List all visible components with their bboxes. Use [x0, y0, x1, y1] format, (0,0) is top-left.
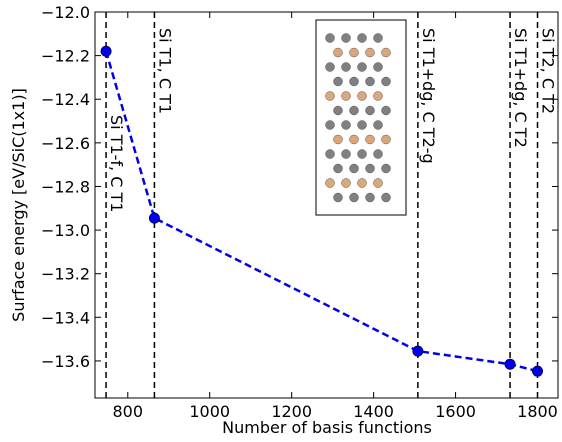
- y-tick-label: −12.0: [41, 3, 90, 22]
- x-tick-label: 1400: [353, 402, 394, 421]
- atom: [326, 92, 335, 101]
- atom: [334, 77, 343, 86]
- atom: [342, 92, 351, 101]
- x-tick-label: 1200: [271, 402, 312, 421]
- atom: [358, 63, 367, 72]
- annotation-label: Si T1+dg, C T2-g: [419, 28, 438, 164]
- atom: [374, 150, 383, 159]
- atom: [366, 193, 375, 202]
- atom: [366, 77, 375, 86]
- atom: [342, 150, 351, 159]
- y-tick-label: −12.4: [41, 90, 90, 109]
- atom: [342, 121, 351, 130]
- data-point: [149, 213, 159, 223]
- annotation-label: Si T1+dg, C T2: [511, 28, 530, 148]
- data-point: [533, 366, 543, 376]
- atom: [350, 135, 359, 144]
- annotation-label: Si T1, C T1: [155, 28, 174, 114]
- atom: [326, 179, 335, 188]
- atom: [374, 63, 383, 72]
- x-tick-label: 800: [113, 402, 144, 421]
- atom: [326, 63, 335, 72]
- atom: [350, 164, 359, 173]
- y-tick-label: −13.2: [41, 265, 90, 284]
- annotation-label: Si T2, C T2: [539, 28, 558, 114]
- x-tick-label: 1600: [435, 402, 476, 421]
- structure-inset: [316, 20, 406, 215]
- y-tick-label: −13.6: [41, 352, 90, 371]
- y-axis-label: Surface energy [eV/SiC(1x1)]: [9, 88, 28, 322]
- atom: [382, 135, 391, 144]
- atom: [374, 121, 383, 130]
- atom: [374, 92, 383, 101]
- atom: [358, 92, 367, 101]
- x-axis-label: Number of basis functions: [222, 418, 432, 437]
- atom: [342, 63, 351, 72]
- atom: [382, 193, 391, 202]
- atom: [326, 150, 335, 159]
- atom: [334, 135, 343, 144]
- data-point: [505, 359, 515, 369]
- x-tick-label: 1000: [189, 402, 230, 421]
- atom: [382, 164, 391, 173]
- atom: [358, 179, 367, 188]
- y-tick-label: −13.4: [41, 308, 90, 327]
- atom: [334, 106, 343, 115]
- atom: [358, 34, 367, 43]
- atom: [358, 150, 367, 159]
- atom: [326, 121, 335, 130]
- atom: [382, 48, 391, 57]
- data-point: [413, 346, 423, 356]
- atom: [326, 34, 335, 43]
- annotation-label: Si T1-f, C T1: [107, 115, 126, 212]
- x-tick-label: 1800: [517, 402, 558, 421]
- atom: [374, 179, 383, 188]
- atom: [350, 48, 359, 57]
- atom: [350, 77, 359, 86]
- atom: [366, 106, 375, 115]
- data-point: [101, 46, 111, 56]
- atom: [366, 48, 375, 57]
- atom: [334, 164, 343, 173]
- atom: [358, 121, 367, 130]
- y-tick-label: −12.2: [41, 47, 90, 66]
- atom: [342, 179, 351, 188]
- atom: [350, 106, 359, 115]
- atom: [342, 34, 351, 43]
- atom: [366, 164, 375, 173]
- atom: [382, 77, 391, 86]
- chart: Number of basis functions Surface energy…: [0, 0, 562, 442]
- atom: [350, 193, 359, 202]
- atom: [374, 34, 383, 43]
- y-tick-label: −12.6: [41, 134, 90, 153]
- atom: [366, 135, 375, 144]
- atom: [334, 193, 343, 202]
- y-tick-label: −13.0: [41, 221, 90, 240]
- y-tick-label: −12.8: [41, 177, 90, 196]
- atom: [382, 106, 391, 115]
- atom: [334, 48, 343, 57]
